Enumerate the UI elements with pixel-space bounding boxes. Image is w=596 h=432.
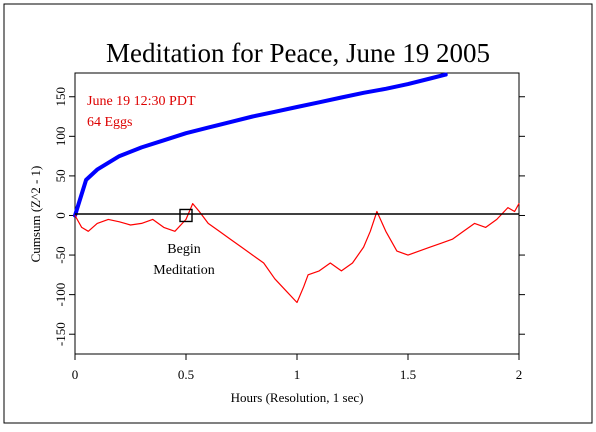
annotation-meditation: Meditation [153,263,214,278]
y-tick-label: 150 [53,87,68,107]
x-tick-label: 1 [294,367,301,382]
axes: 0 0.5 1 1.5 2 -150 -100 -50 0 50 100 150 [53,87,525,382]
series-line-1 [74,203,520,304]
series-group [73,72,520,304]
annotation-begin: Begin [167,242,200,257]
begin-meditation-marker [179,208,193,223]
annotation-date: June 19 12:30 PDT [87,94,196,109]
x-tick-label: 1.5 [400,367,416,382]
x-axis-label: Hours (Resolution, 1 sec) [231,390,364,405]
series-line-0 [73,72,448,218]
y-tick-label: 50 [53,169,68,182]
y-tick-label: -150 [53,322,68,346]
x-tick-label: 0 [72,367,79,382]
chart-title: Meditation for Peace, June 19 2005 [106,38,490,68]
y-tick-label: 100 [53,127,68,147]
y-tick-label: 0 [53,212,68,219]
outer-frame [3,3,593,424]
y-tick-label: -50 [53,246,68,263]
x-tick-label: 0.5 [178,367,194,382]
y-axis-label: Cumsum (Z^2 - 1) [28,166,43,263]
y-tick-label: -100 [53,283,68,307]
markers-group [179,208,193,223]
annotation-eggs: 64 Eggs [87,115,133,130]
x-tick-label: 2 [516,367,523,382]
